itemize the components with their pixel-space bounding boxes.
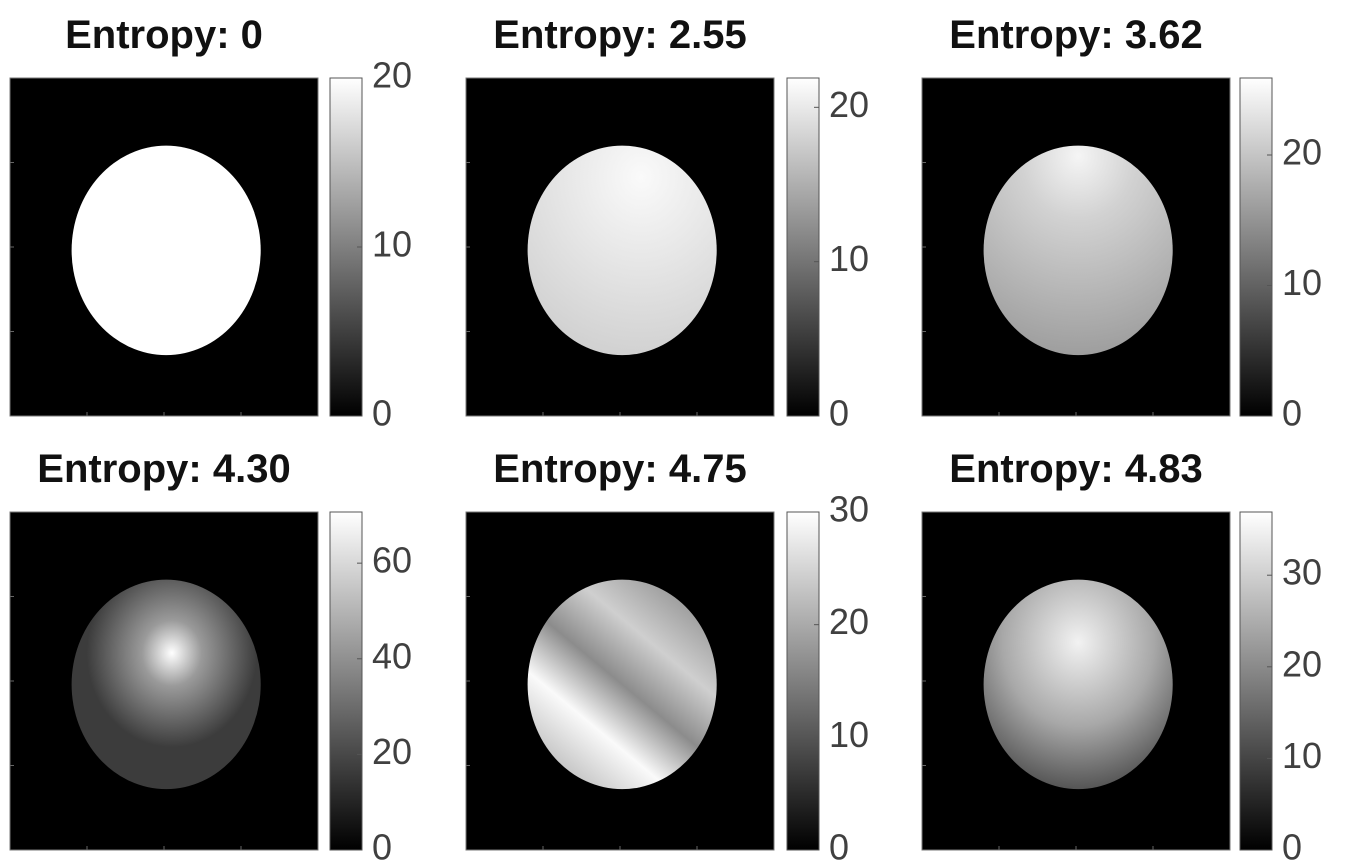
- colorbar-tick-label: 0: [829, 393, 849, 434]
- colorbar-tick-label: 20: [829, 601, 869, 642]
- colorbar-tick-label: 20: [1282, 643, 1322, 684]
- colorbar-tick-label: 10: [1282, 262, 1322, 303]
- image-blob: [528, 580, 717, 790]
- colorbar-tick-label: 10: [372, 224, 412, 265]
- image-blob: [984, 580, 1173, 790]
- colorbar-tick-label: 20: [829, 84, 869, 125]
- panel-title: Entropy: 4.30: [37, 447, 290, 491]
- colorbar-tick-label: 20: [1282, 132, 1322, 173]
- colorbar-tick-label: 0: [1282, 393, 1302, 434]
- colorbar-tick-label: 10: [829, 238, 869, 279]
- colorbar: [787, 512, 819, 850]
- colorbar-tick-label: 10: [1282, 735, 1322, 776]
- colorbar: [787, 78, 819, 416]
- colorbar: [1240, 512, 1272, 850]
- colorbar-tick-label: 0: [1282, 827, 1302, 865]
- colorbar: [1240, 78, 1272, 416]
- panel-title: Entropy: 2.55: [493, 13, 746, 57]
- colorbar-tick-label: 10: [829, 714, 869, 755]
- image-blob: [72, 146, 261, 356]
- colorbar-tick-label: 40: [372, 635, 412, 676]
- image-blob: [72, 580, 261, 790]
- colorbar-tick-label: 0: [372, 393, 392, 434]
- colorbar-tick-label: 30: [1282, 552, 1322, 593]
- colorbar-tick-label: 0: [372, 827, 392, 865]
- figure: Entropy: 0 0 10 20 Entropy: 2.55 0 10 20 Entropy…: [0, 0, 1348, 865]
- panel-title: Entropy: 3.62: [949, 13, 1202, 57]
- panel-title: Entropy: 0: [65, 13, 263, 57]
- colorbar-tick-label: 30: [829, 489, 869, 530]
- panel-title: Entropy: 4.83: [949, 447, 1202, 491]
- image-blob: [528, 146, 717, 356]
- image-blob: [984, 146, 1173, 356]
- colorbar-tick-label: 20: [372, 55, 412, 96]
- panel-title: Entropy: 4.75: [493, 447, 746, 491]
- colorbar-tick-label: 20: [372, 731, 412, 772]
- colorbar-tick-label: 0: [829, 827, 849, 865]
- colorbar-tick-label: 60: [372, 540, 412, 581]
